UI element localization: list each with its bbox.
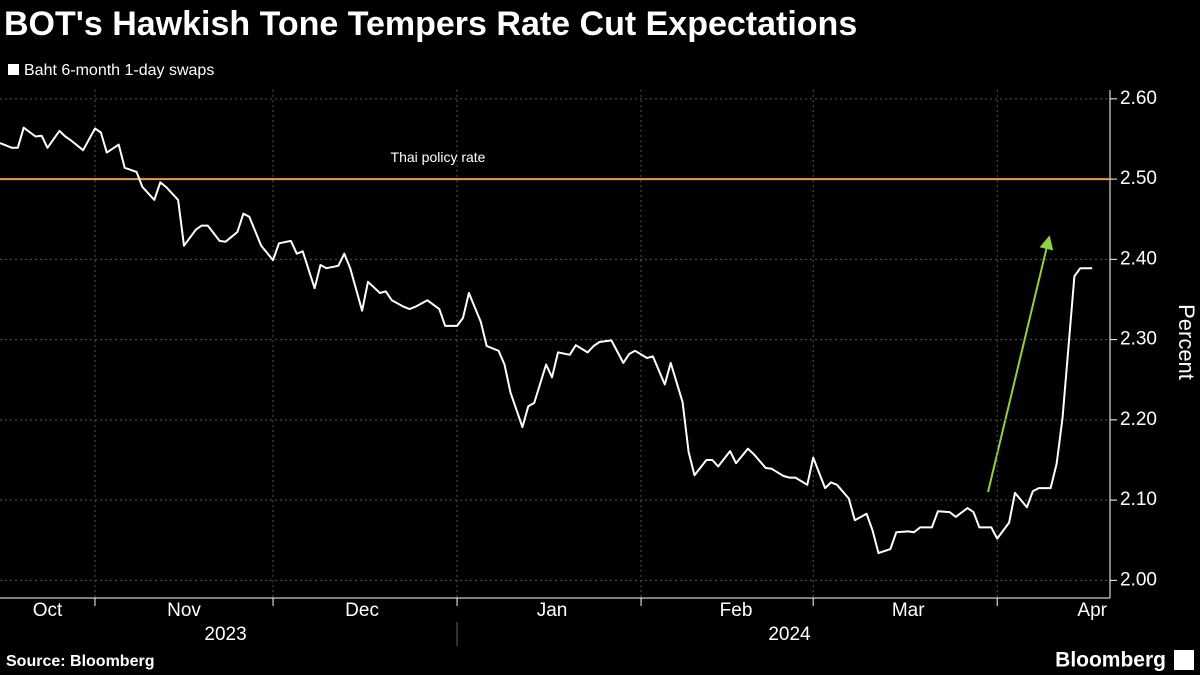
y-tick-label: 2.10: [1120, 489, 1157, 510]
x-tick-label: Feb: [720, 600, 753, 621]
year-label: 2024: [768, 624, 811, 645]
x-tick-label: Dec: [345, 600, 379, 621]
chart-title: BOT's Hawkish Tone Tempers Rate Cut Expe…: [4, 5, 857, 43]
reference-label: Thai policy rate: [391, 149, 486, 165]
legend-label: Baht 6-month 1-day swaps: [24, 62, 214, 79]
brand-icon: [1174, 650, 1194, 670]
y-axis-label: Percent: [1174, 304, 1199, 380]
x-tick-label: Oct: [33, 600, 63, 621]
y-tick-label: 2.60: [1120, 88, 1157, 109]
y-tick-label: 2.50: [1120, 168, 1157, 189]
y-tick-label: 2.20: [1120, 409, 1157, 430]
y-tick-label: 2.00: [1120, 569, 1157, 590]
line-series: [0, 126, 1093, 555]
x-tick-label: Nov: [167, 600, 201, 621]
annotation-arrow: [987, 235, 1054, 493]
year-label: 2023: [204, 624, 246, 645]
source: Source: Bloomberg: [6, 653, 154, 670]
legend-swatch: [8, 64, 19, 75]
brand: Bloomberg: [1055, 649, 1166, 672]
x-tick-label: Apr: [1077, 600, 1107, 621]
y-tick-label: 2.30: [1120, 329, 1157, 350]
y-tick-label: 2.40: [1120, 248, 1157, 269]
x-tick-label: Mar: [892, 600, 925, 621]
x-tick-label: Jan: [537, 600, 568, 621]
